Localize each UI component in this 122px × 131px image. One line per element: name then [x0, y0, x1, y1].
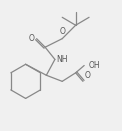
Text: NH: NH: [56, 55, 68, 64]
Text: O: O: [29, 34, 35, 43]
Text: O: O: [59, 27, 65, 36]
Text: O: O: [84, 71, 90, 80]
Text: OH: OH: [89, 61, 101, 70]
